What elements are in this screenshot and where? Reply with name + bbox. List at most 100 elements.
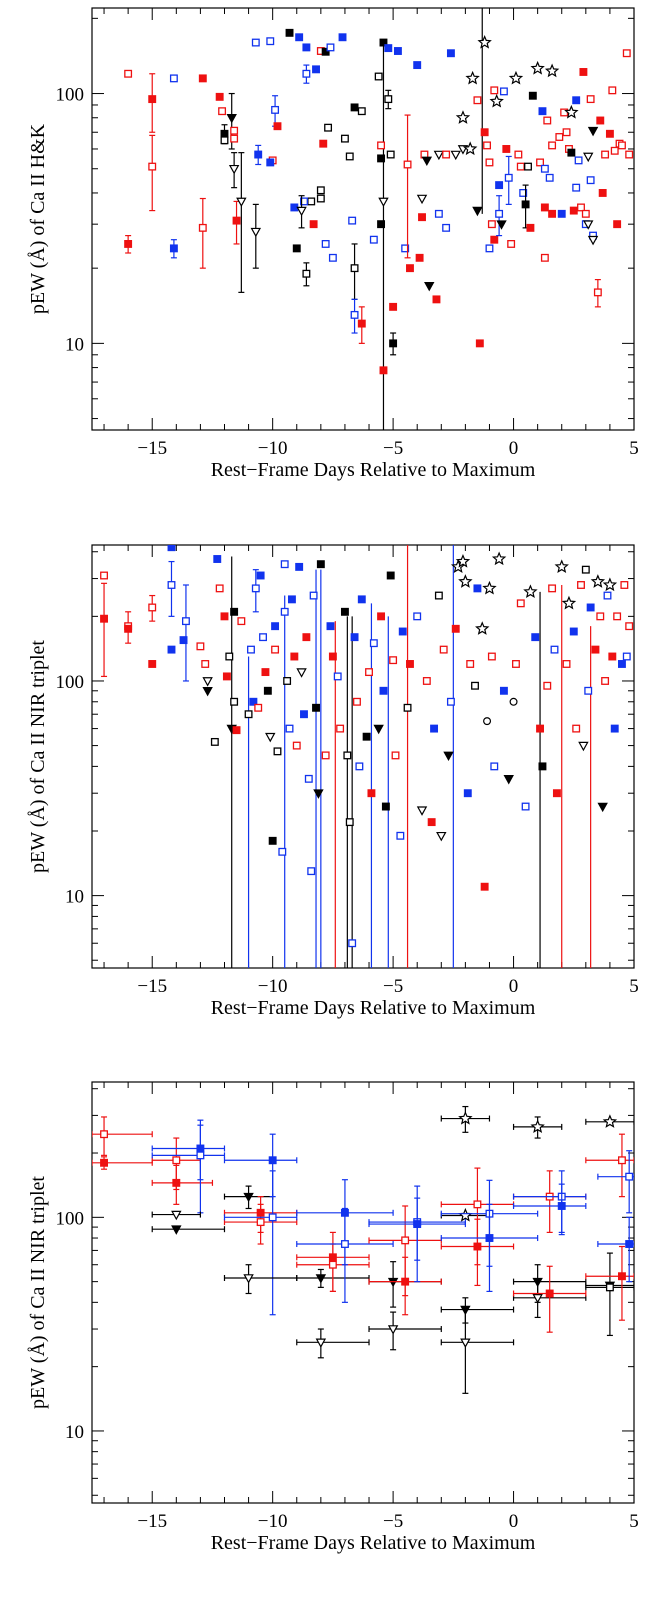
data-point (171, 1210, 182, 1221)
x-tick-label: −15 (137, 976, 167, 997)
data-point (625, 1240, 634, 1248)
data-point (328, 253, 337, 262)
x-axis-label: Rest−Frame Days Relative to Maximum (211, 997, 536, 1019)
data-point (579, 68, 588, 76)
data-point (504, 173, 513, 182)
data-point (396, 831, 405, 840)
data-point (324, 123, 333, 132)
data-point (243, 1192, 254, 1203)
data-point (590, 574, 606, 588)
data-point (393, 47, 402, 55)
y-tick-label: 10 (65, 1422, 84, 1443)
data-point (416, 806, 428, 816)
data-point (550, 645, 559, 654)
data-point (401, 1277, 410, 1286)
data-point (433, 150, 445, 161)
data-point (485, 1234, 494, 1242)
data-point (584, 686, 593, 695)
data-point (362, 732, 371, 741)
data-point (350, 633, 359, 642)
data-point (578, 741, 589, 752)
data-point (247, 645, 255, 654)
data-point (230, 134, 239, 143)
data-point (463, 141, 478, 156)
data-point (265, 732, 276, 743)
data-point (316, 194, 325, 203)
y-tick-label: 10 (65, 334, 84, 355)
data-point (562, 660, 571, 668)
data-point (490, 762, 499, 771)
data-point (540, 253, 549, 262)
data-point (148, 95, 157, 104)
data-point (463, 789, 472, 798)
data-point (473, 584, 482, 593)
data-point (215, 584, 224, 593)
data-point (148, 660, 157, 668)
data-point (312, 65, 320, 74)
data-point (532, 1294, 543, 1304)
data-point (531, 633, 540, 642)
x-tick-label: −10 (258, 438, 288, 459)
data-point (596, 116, 605, 125)
data-point (516, 162, 525, 171)
data-point (148, 162, 157, 171)
data-point (451, 624, 460, 633)
data-point (287, 595, 296, 604)
data-point (622, 652, 631, 661)
data-point (424, 281, 435, 292)
data-point (340, 134, 349, 143)
data-point (608, 86, 617, 95)
x-tick-label: −15 (137, 1511, 167, 1532)
data-point (295, 33, 304, 42)
data-point (271, 645, 280, 654)
x-tick-label: −5 (383, 1511, 403, 1532)
data-point (473, 1242, 482, 1251)
x-axis-label: Rest−Frame Days Relative to Maximum (211, 1532, 536, 1554)
data-point (487, 220, 496, 229)
data-point (495, 209, 504, 218)
data-point (230, 697, 239, 706)
data-point (386, 150, 395, 159)
data-point (292, 244, 301, 253)
data-point (450, 150, 461, 161)
data-point (564, 104, 579, 119)
data-point (473, 96, 482, 105)
data-point (586, 95, 595, 104)
data-point (577, 581, 585, 589)
data-point (296, 668, 307, 678)
data-point (583, 220, 594, 230)
data-point (524, 162, 532, 171)
data-point (196, 642, 205, 651)
data-point (471, 681, 479, 690)
data-point (251, 584, 260, 593)
data-point (442, 150, 451, 159)
data-point (577, 203, 585, 212)
data-point (473, 1200, 482, 1209)
data-point (312, 703, 320, 712)
x-tick-label: 5 (629, 438, 639, 459)
data-point (567, 148, 576, 157)
data-point (357, 595, 366, 604)
data-point (610, 724, 619, 733)
data-point (475, 621, 490, 635)
data-point (485, 244, 494, 253)
y-tick-label: 10 (65, 887, 84, 908)
x-tick-label: −5 (383, 976, 403, 997)
data-point (538, 762, 547, 771)
data-point (355, 762, 364, 771)
data-point (562, 128, 571, 137)
data-point (266, 37, 275, 46)
panel-ca-nir-binned: −15 −10 −5 0 5 10 100 Rest−Frame Days Relative … (27, 1081, 639, 1554)
x-tick-label: 0 (509, 976, 519, 997)
data-point (100, 1130, 108, 1139)
data-point (480, 882, 489, 891)
data-point (603, 591, 612, 600)
data-point (171, 1225, 182, 1235)
data-point (401, 1236, 410, 1245)
data-point (389, 302, 398, 311)
data-point (544, 63, 560, 78)
data-point (613, 612, 622, 621)
data-point (528, 91, 537, 100)
data-point (304, 774, 313, 783)
data-point (316, 560, 325, 569)
